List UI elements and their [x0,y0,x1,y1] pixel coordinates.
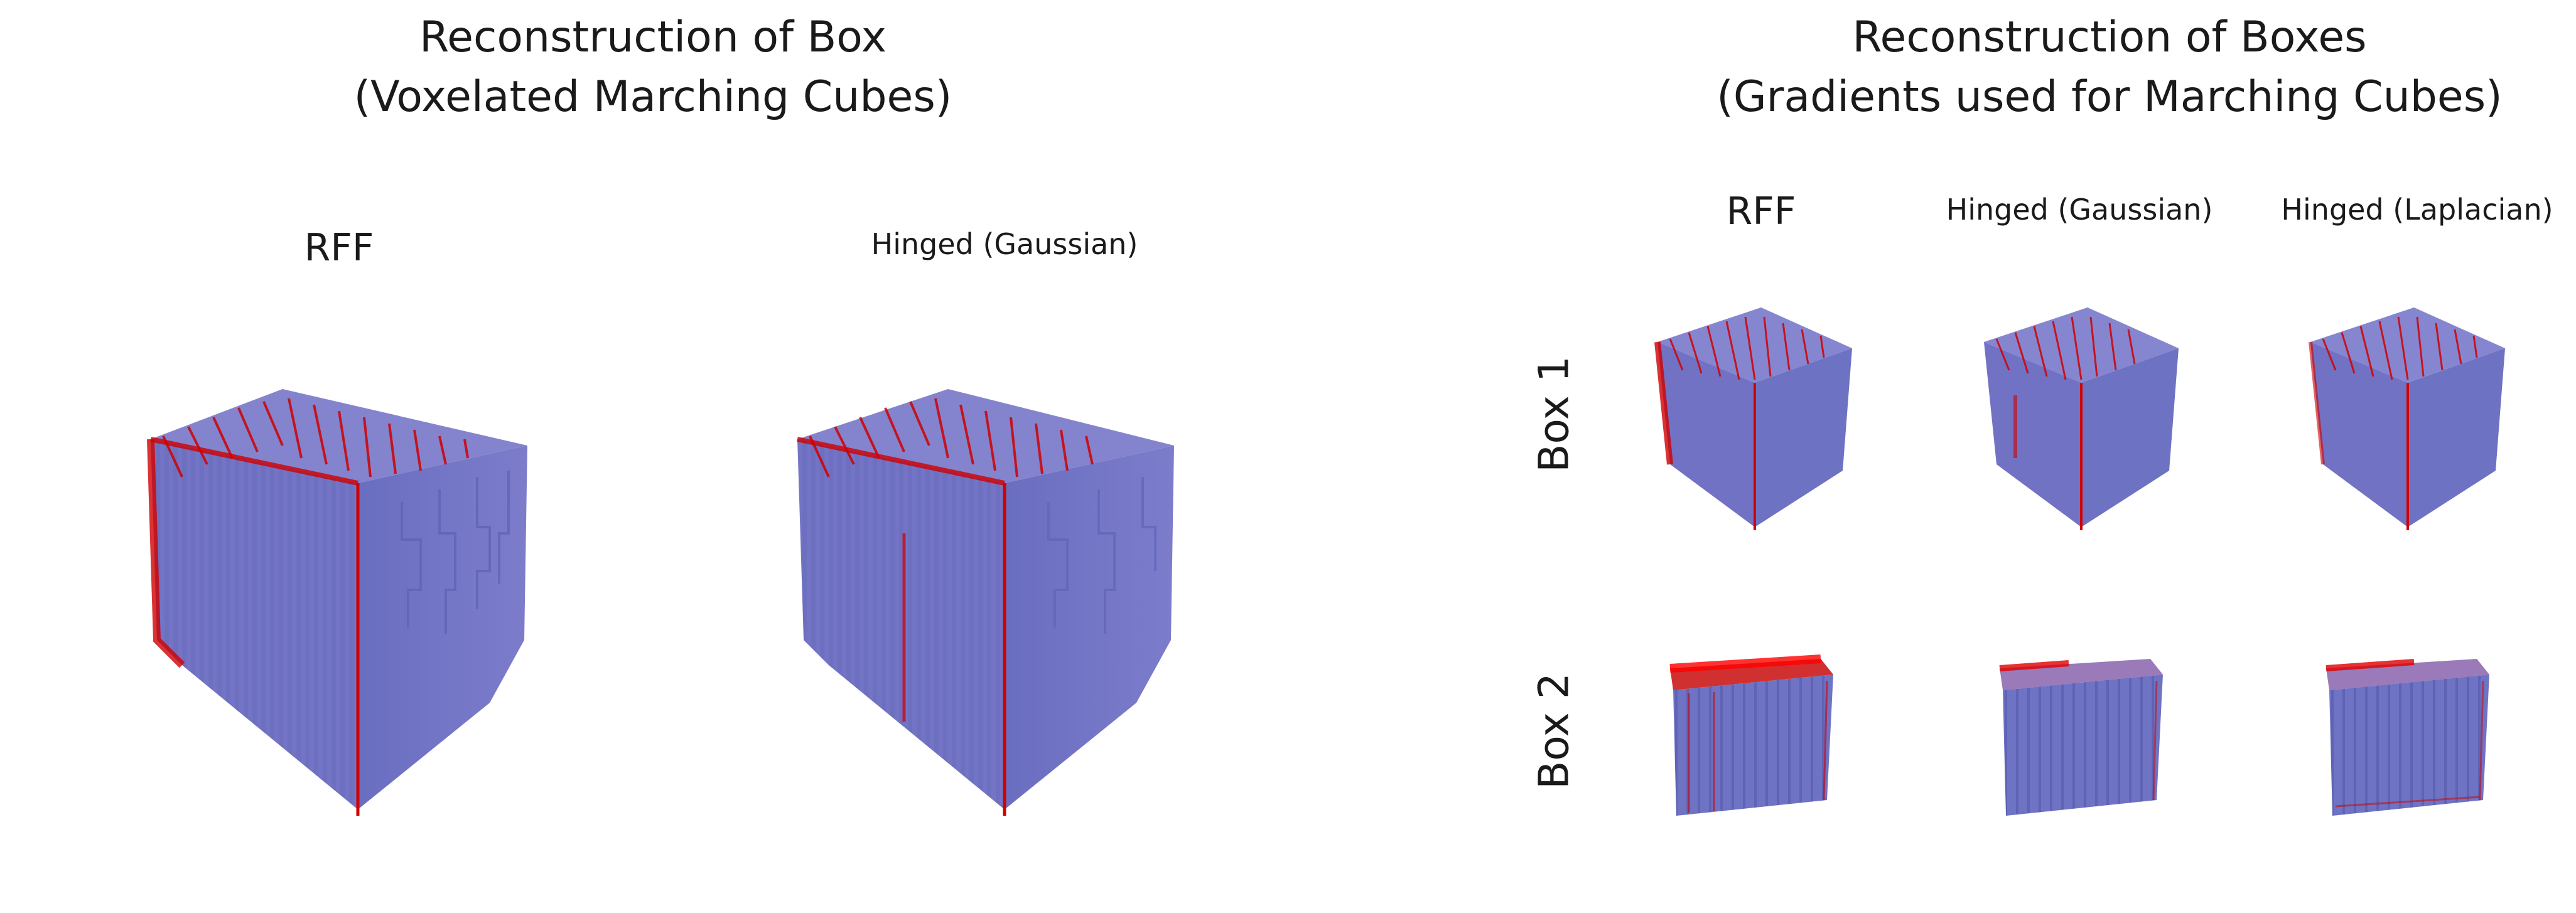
box1-rff-render [1651,307,1858,533]
left-col-label-rff: RFF [304,226,374,270]
box1-hinged-laplacian-render [2304,307,2511,533]
box-top-face [797,389,1174,483]
left-title-line1: Reconstruction of Box [419,13,887,62]
left-rff-box-render [138,376,546,816]
row-label-box-1: Box 1 [1529,356,1578,473]
box-left-face [797,439,1005,809]
box2-hinged-gaussian-render [1993,656,2169,822]
right-col-label-rff: RFF [1726,190,1796,233]
box2-rff-render [1664,654,1840,822]
box2-hinged-laplacian-render [2320,656,2496,822]
box-right-face [358,446,527,809]
left-title: Reconstruction of Box (Voxelated Marchin… [207,8,1099,127]
right-title: Reconstruction of Boxes (Gradients used … [1664,8,2555,127]
right-col-label-hinged-gaussian: Hinged (Gaussian) [1946,193,2213,227]
box1-hinged-gaussian-render [1978,307,2185,533]
right-title-line2: (Gradients used for Marching Cubes) [1716,72,2503,122]
left-col-label-hinged-gaussian: Hinged (Gaussian) [871,227,1138,261]
left-hinged-gaussian-box-render [785,376,1193,816]
box-top-face [151,389,527,483]
left-title-line2: (Voxelated Marching Cubes) [353,72,952,122]
box-right-face [1005,446,1174,809]
row-label-box-2: Box 2 [1529,673,1578,789]
right-col-label-hinged-laplacian: Hinged (Laplacian) [2281,193,2553,227]
box-left-face [151,439,358,809]
right-title-line1: Reconstruction of Boxes [1852,13,2367,62]
